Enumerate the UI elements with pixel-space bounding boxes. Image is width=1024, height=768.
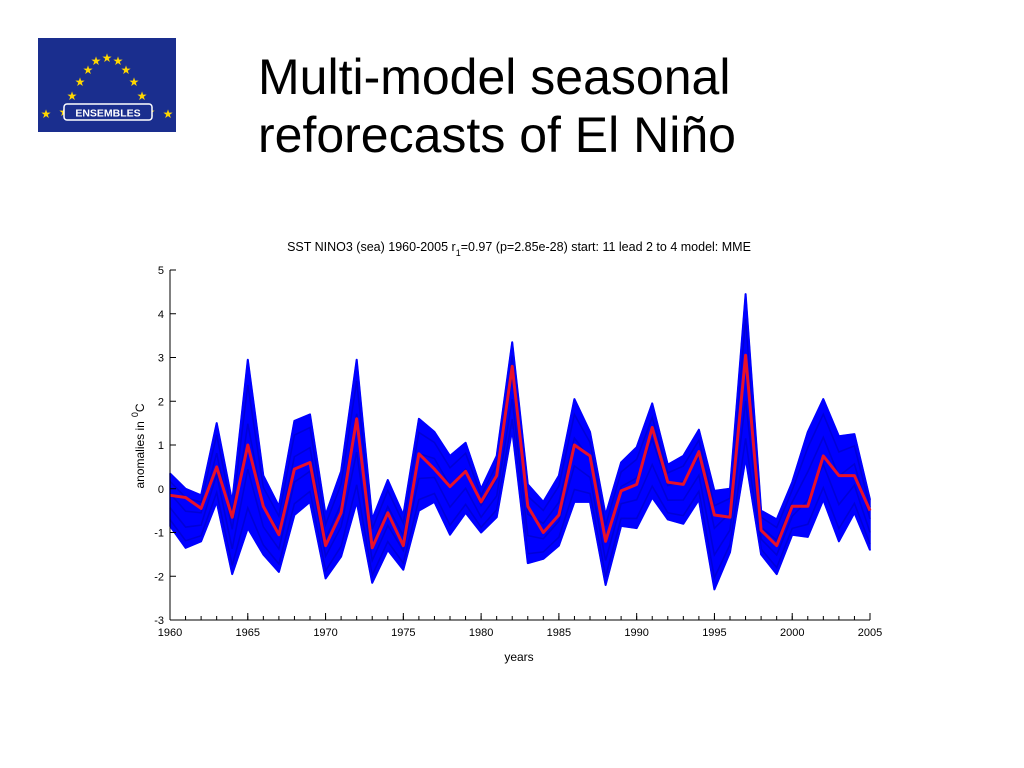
ensemble-mean-line — [169, 353, 872, 550]
plot-area — [169, 293, 872, 591]
x-tick-label: 1970 — [313, 627, 337, 639]
y-axis: 5 4 3 2 1 0 -1 -2 -3 — [154, 265, 176, 627]
y-axis-label-sup: 0 — [130, 412, 140, 417]
ensemble-max-line — [169, 293, 871, 521]
svg-text:★: ★ — [91, 54, 102, 68]
x-axis: 1960 1965 1970 1975 1980 1985 1990 1995 2000 2005 — [158, 613, 882, 639]
svg-text:★: ★ — [75, 75, 86, 89]
ensemble-member-line — [169, 398, 871, 564]
x-tick-label: 1975 — [391, 627, 415, 639]
y-tick-label: 4 — [158, 309, 164, 321]
svg-text:★: ★ — [67, 89, 78, 103]
ensemble-member-line — [169, 419, 871, 581]
logo-text: ENSEMBLES — [75, 108, 140, 120]
chart-title-subscript: 1 — [456, 248, 461, 258]
y-tick-label: 3 — [158, 353, 164, 365]
x-tick-label: 1960 — [158, 627, 182, 639]
chart-title: SST NINO3 (sea) 1960-2005 r1=0.97 (p=2.8… — [287, 240, 751, 258]
ensembles-logo: ★ ★ ★ ★ ★ ★ ★ ★ ★ ★ ★ ★ ★ ENSEMBLES — [38, 38, 176, 132]
y-tick-label: 0 — [158, 484, 164, 496]
y-tick-label: 5 — [158, 265, 164, 277]
x-tick-label: 1980 — [469, 627, 493, 639]
slide-title-line-2: reforecasts of El Niño — [258, 107, 736, 163]
x-tick-label: 2005 — [858, 627, 882, 639]
slide-title-line-1: Multi-model seasonal — [258, 49, 731, 105]
y-axis-label-text: anomalies in — [133, 421, 147, 488]
y-tick-label: -1 — [154, 528, 164, 540]
chart-title-prefix: SST NINO3 (sea) 1960-2005 r — [287, 240, 456, 254]
y-tick-label: 1 — [158, 440, 164, 452]
svg-text:★: ★ — [163, 107, 174, 121]
y-tick-label: -3 — [154, 615, 164, 627]
y-axis-label-unit: C — [133, 403, 147, 412]
svg-text:★: ★ — [83, 63, 94, 77]
y-tick-label: 2 — [158, 396, 164, 408]
svg-text:★: ★ — [129, 75, 140, 89]
y-tick-label: -2 — [154, 571, 164, 583]
svg-text:★: ★ — [41, 107, 52, 121]
x-tick-label: 1995 — [702, 627, 726, 639]
x-axis-label: years — [504, 650, 533, 664]
svg-text:★: ★ — [121, 63, 132, 77]
x-tick-label: 1985 — [547, 627, 571, 639]
slide-title: Multi-model seasonal reforecasts of El N… — [258, 48, 736, 164]
x-tick-label: 1965 — [236, 627, 260, 639]
chart-title-suffix: =0.97 (p=2.85e-28) start: 11 lead 2 to 4… — [461, 240, 751, 254]
svg-text:★: ★ — [137, 89, 148, 103]
ensemble-min-line — [169, 428, 871, 591]
svg-text:★: ★ — [113, 54, 124, 68]
x-tick-label: 1990 — [624, 627, 648, 639]
svg-text:★: ★ — [102, 51, 113, 65]
x-tick-label: 2000 — [780, 627, 804, 639]
y-axis-label: anomalies in 0C — [130, 403, 147, 488]
